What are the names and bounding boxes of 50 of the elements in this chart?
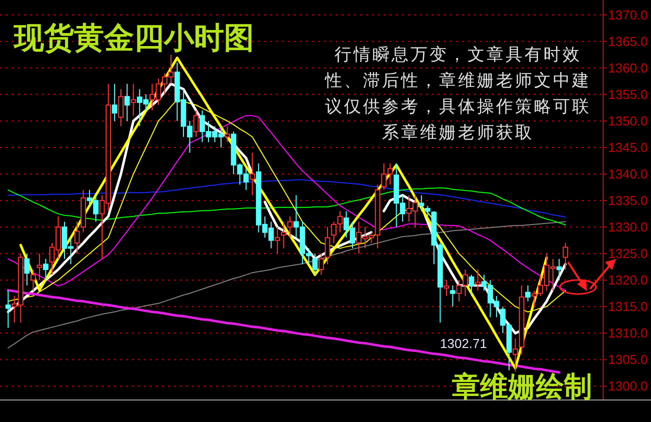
y-tick-label: 1310.0 bbox=[608, 326, 648, 341]
candlestick bbox=[525, 284, 531, 302]
candlestick bbox=[512, 338, 518, 372]
candlestick bbox=[324, 226, 330, 265]
y-tick-label: 1335.0 bbox=[608, 193, 648, 208]
y-tick-label: 1365.0 bbox=[608, 34, 648, 49]
candlestick bbox=[274, 226, 280, 254]
candlestick bbox=[250, 152, 256, 196]
candlestick bbox=[418, 194, 424, 212]
candlestick bbox=[193, 110, 199, 138]
candlestick bbox=[444, 280, 450, 297]
text: 现货黄金四小时图 bbox=[13, 21, 254, 56]
y-tick-label: 1330.0 bbox=[608, 220, 648, 235]
y-tick-label: 1340.0 bbox=[608, 166, 648, 182]
candlestick bbox=[124, 83, 130, 122]
y-tick-label: 1355.0 bbox=[608, 86, 648, 102]
y-tick-label: 1345.0 bbox=[608, 140, 648, 155]
candlestick bbox=[30, 268, 36, 292]
candlestick bbox=[450, 284, 456, 308]
annotation: 1302.71 bbox=[440, 336, 487, 351]
candlestick bbox=[224, 126, 230, 143]
candlestick bbox=[287, 216, 293, 238]
candlestick bbox=[43, 258, 48, 281]
candlestick bbox=[280, 221, 286, 249]
candlestick bbox=[130, 83, 136, 116]
candlestick bbox=[318, 253, 324, 276]
y-tick-label: 1360.0 bbox=[608, 60, 648, 76]
y-tick-label: 1370.0 bbox=[608, 7, 648, 22]
candlestick bbox=[475, 268, 480, 292]
candlestick bbox=[74, 221, 80, 254]
y-tick-label: 1320.0 bbox=[608, 272, 648, 288]
y-tick-label: 1305.0 bbox=[608, 352, 648, 368]
candlestick bbox=[118, 88, 124, 127]
candlestick bbox=[312, 253, 318, 276]
candlestick bbox=[112, 83, 118, 122]
line-series bbox=[8, 187, 566, 226]
candlestick bbox=[468, 274, 474, 297]
candlestick bbox=[424, 205, 430, 217]
y-tick-label: 1350.0 bbox=[608, 113, 648, 128]
line-series bbox=[8, 221, 566, 348]
annotation: 行情瞬息万变，文章具有时效性、滞后性，章维姗老师文中建议仅供参考，具体操作策略可联系章维姗老师获取 bbox=[324, 44, 592, 145]
candlestick bbox=[36, 253, 42, 281]
y-tick-label: 1325.0 bbox=[608, 246, 648, 262]
y-tick-label: 1300.0 bbox=[608, 378, 648, 394]
candlestick bbox=[5, 290, 11, 328]
annotation: 章维姗绘制 bbox=[451, 370, 592, 403]
candlestick bbox=[562, 242, 568, 270]
candlestick bbox=[24, 253, 30, 286]
y-tick-label: 1315.0 bbox=[608, 299, 648, 314]
candlestick bbox=[556, 258, 562, 281]
